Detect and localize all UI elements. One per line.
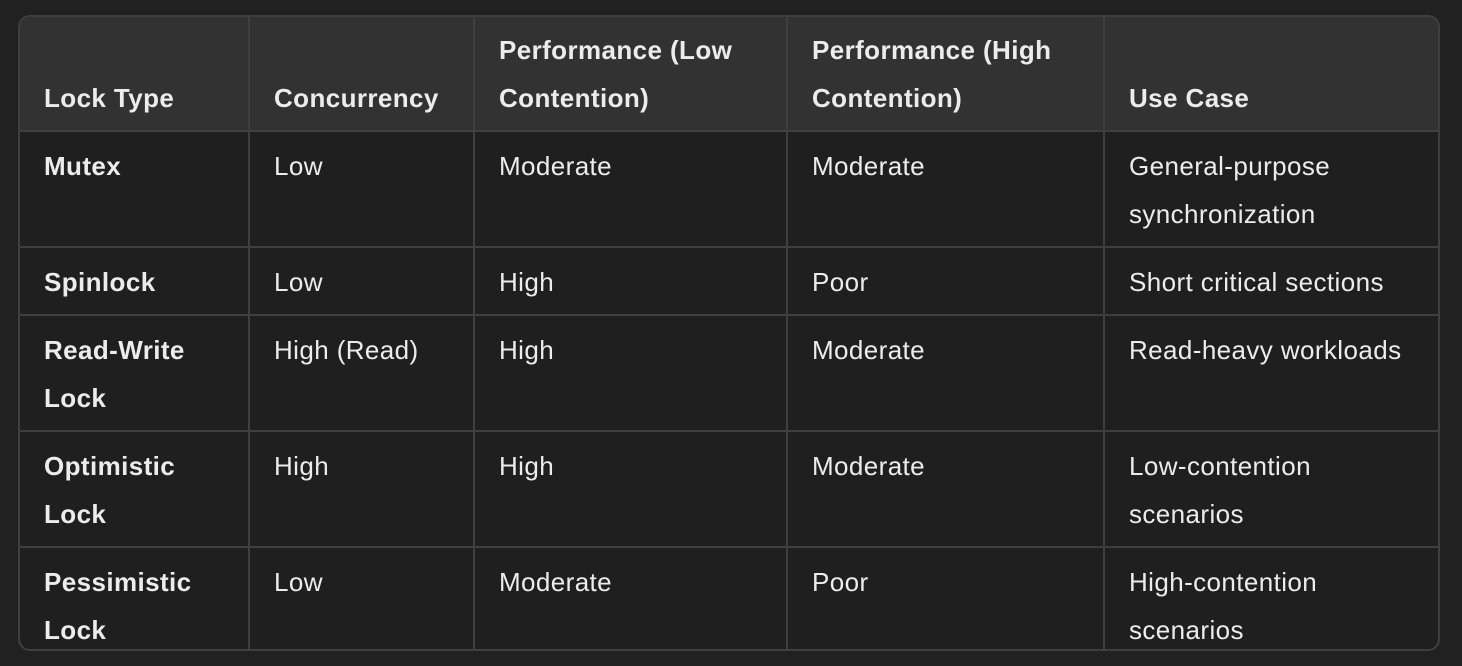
header-performance-low-contention: Performance (Low Contention) — [474, 17, 788, 132]
table-row: Mutex Low Moderate Moderate General-purp… — [20, 131, 1438, 248]
cell-lock-type: Pessimistic Lock — [20, 547, 250, 649]
table-row: Pessimistic Lock Low Moderate Poor High-… — [20, 547, 1438, 649]
cell-performance-low: High — [474, 315, 788, 432]
cell-lock-type: Read-Write Lock — [20, 315, 250, 432]
table: Lock Type Concurrency Performance (Low C… — [20, 17, 1438, 649]
cell-lock-type: Spinlock — [20, 247, 250, 316]
cell-performance-low: Moderate — [474, 131, 788, 248]
table-header-row: Lock Type Concurrency Performance (Low C… — [20, 17, 1438, 132]
cell-performance-low: High — [474, 431, 788, 548]
header-performance-high-contention: Performance (High Contention) — [787, 17, 1105, 132]
cell-performance-high: Poor — [787, 547, 1105, 649]
cell-lock-type: Mutex — [20, 131, 250, 248]
cell-use-case: Short critical sections — [1104, 247, 1438, 316]
cell-concurrency: Low — [249, 131, 475, 248]
cell-lock-type: Optimistic Lock — [20, 431, 250, 548]
table-row: Optimistic Lock High High Moderate Low-c… — [20, 431, 1438, 548]
header-lock-type: Lock Type — [20, 17, 250, 132]
lock-comparison-table: Lock Type Concurrency Performance (Low C… — [18, 15, 1440, 651]
cell-performance-low: High — [474, 247, 788, 316]
table-row: Spinlock Low High Poor Short critical se… — [20, 247, 1438, 316]
cell-use-case: High-contention scenarios — [1129, 567, 1318, 645]
cell-concurrency: Low — [249, 247, 475, 316]
cell-concurrency: High (Read) — [249, 315, 475, 432]
cell-use-case: Read-heavy workloads — [1104, 315, 1438, 432]
header-use-case: Use Case — [1104, 17, 1438, 132]
cell-use-case: General-purpose synchronization — [1104, 131, 1438, 248]
cell-concurrency: High — [249, 431, 475, 548]
table-row: Read-Write Lock High (Read) High Moderat… — [20, 315, 1438, 432]
cell-use-case: Low-contention scenarios — [1104, 431, 1438, 548]
header-concurrency: Concurrency — [249, 17, 475, 132]
cell-performance-high: Moderate — [787, 131, 1105, 248]
cell-performance-high: Poor — [787, 247, 1105, 316]
cell-performance-high: Moderate — [787, 315, 1105, 432]
cell-concurrency: Low — [249, 547, 475, 649]
cell-performance-high: Moderate — [787, 431, 1105, 548]
cell-performance-low: Moderate — [474, 547, 788, 649]
